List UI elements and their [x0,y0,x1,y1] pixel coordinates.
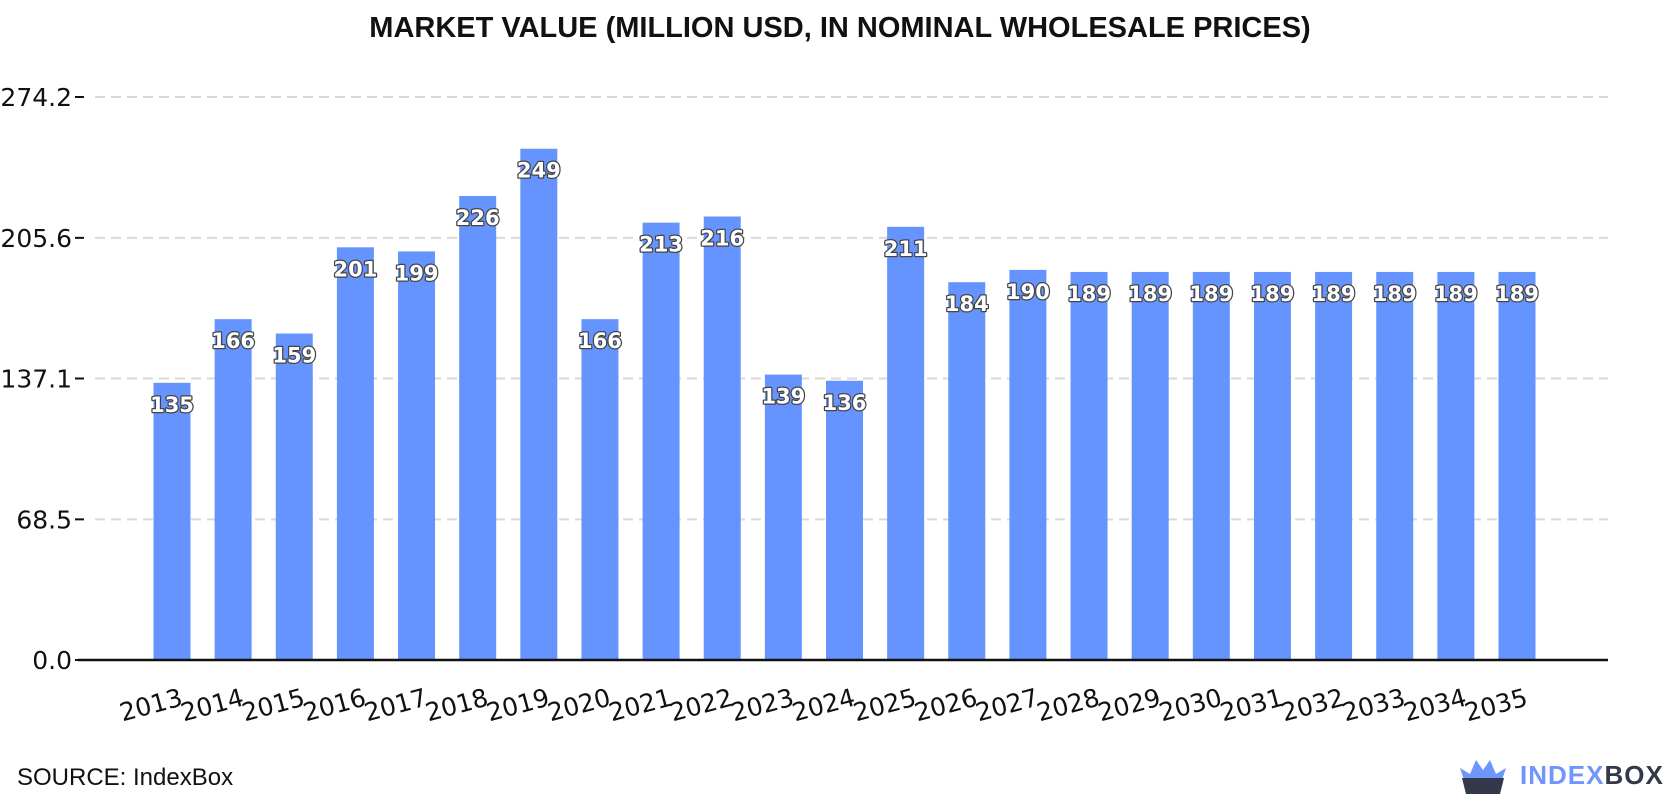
crown-box-icon [1460,760,1506,794]
bar-2016 [336,247,374,660]
source-note: SOURCE: IndexBox [17,764,234,791]
data-label-2021: 213 [639,233,683,257]
bar-2031 [1253,271,1291,660]
bar-2019 [520,148,558,660]
y-tick-label: 205.6 [0,224,72,253]
data-label-2032: 189 [1312,282,1356,306]
bar-2035 [1498,271,1536,660]
x-tick-label-2018: 2018 [422,683,491,727]
data-label-2013: 135 [150,393,194,417]
x-tick-label-2030: 2030 [1156,683,1225,727]
data-label-2033: 189 [1373,282,1417,306]
bar-2020 [581,319,619,660]
bar-2027 [1009,269,1047,660]
x-tick-label-2026: 2026 [911,683,980,727]
x-tick-label-2022: 2022 [667,683,736,727]
data-label-2016: 201 [333,257,377,281]
data-label-2023: 139 [761,385,805,409]
chart-title: MARKET VALUE (MILLION USD, IN NOMINAL WH… [369,12,1311,44]
y-tick-label: 274.2 [0,83,72,112]
bar-2033 [1376,271,1414,660]
data-label-2015: 159 [272,344,316,368]
bar-2026 [948,282,986,660]
x-tick-label-2035: 2035 [1462,683,1531,727]
bar-2018 [459,195,497,661]
data-label-2028: 189 [1067,282,1111,306]
x-tick-label-2024: 2024 [789,683,858,727]
x-tick-label-2013: 2013 [117,683,186,727]
data-label-2029: 189 [1128,282,1172,306]
x-tick-label-2015: 2015 [239,683,308,727]
indexbox-logo: INDEXBOX [1456,756,1666,796]
brand-index-text: INDEX [1520,760,1605,790]
x-tick-label-2033: 2033 [1339,683,1408,727]
y-tick-label: 0.0 [32,646,72,675]
bar-2030 [1192,271,1230,660]
x-tick-label-2016: 2016 [300,683,369,727]
bar-2024 [826,380,863,660]
x-tick-label-2029: 2029 [1095,683,1164,727]
bar-2032 [1315,271,1353,660]
x-tick-label-2020: 2020 [545,683,614,727]
data-label-2020: 166 [578,329,622,353]
x-tick-label-2023: 2023 [728,683,797,727]
bar-2025 [887,226,925,660]
bar-2013 [153,382,191,660]
x-tick-label-2017: 2017 [361,683,430,727]
data-label-2019: 249 [517,159,561,183]
x-tick-label-2032: 2032 [1278,683,1347,727]
data-label-2022: 216 [700,226,744,250]
x-tick-label-2027: 2027 [972,683,1041,727]
y-axis: 0.0 68.5 137.1 205.6 274.2 [0,83,84,675]
x-tick-label-2031: 2031 [1217,683,1286,727]
x-tick-label-2028: 2028 [1034,683,1103,727]
bar-2034 [1437,271,1475,660]
brand-box-text: BOX [1604,760,1664,790]
bar-2021 [642,222,680,661]
bar-2029 [1131,271,1169,660]
x-tick-label-2025: 2025 [850,683,919,727]
bar-2028 [1070,271,1108,660]
x-tick-label-2014: 2014 [178,683,247,727]
data-label-2034: 189 [1434,282,1478,306]
x-tick-label-2034: 2034 [1400,683,1469,727]
bar-2023 [764,374,802,660]
data-label-2024: 136 [823,391,867,415]
data-label-2014: 166 [211,329,255,353]
y-tick-label: 137.1 [0,365,72,394]
data-labels: 135 166 159 201 199 226 249 166 213 216 139 136 211 1… [149,157,1540,418]
y-tick-label: 68.5 [16,505,72,534]
bar-2014 [214,319,252,660]
x-tick-label-2019: 2019 [483,683,552,727]
bar-2022 [703,216,741,660]
data-label-2018: 226 [456,206,500,230]
data-label-2031: 189 [1251,282,1295,306]
bars [153,148,1536,661]
bar-2017 [398,251,436,660]
data-label-2026: 184 [945,292,989,316]
data-label-2027: 190 [1006,280,1050,304]
data-label-2017: 199 [395,261,439,285]
data-label-2025: 211 [884,237,928,261]
x-axis: 2013201420152016201720182019202020212022… [78,658,1608,727]
data-label-2035: 189 [1495,282,1539,306]
bar-2015 [275,333,313,660]
data-label-2030: 189 [1189,282,1233,306]
x-tick-label-2021: 2021 [606,683,675,727]
